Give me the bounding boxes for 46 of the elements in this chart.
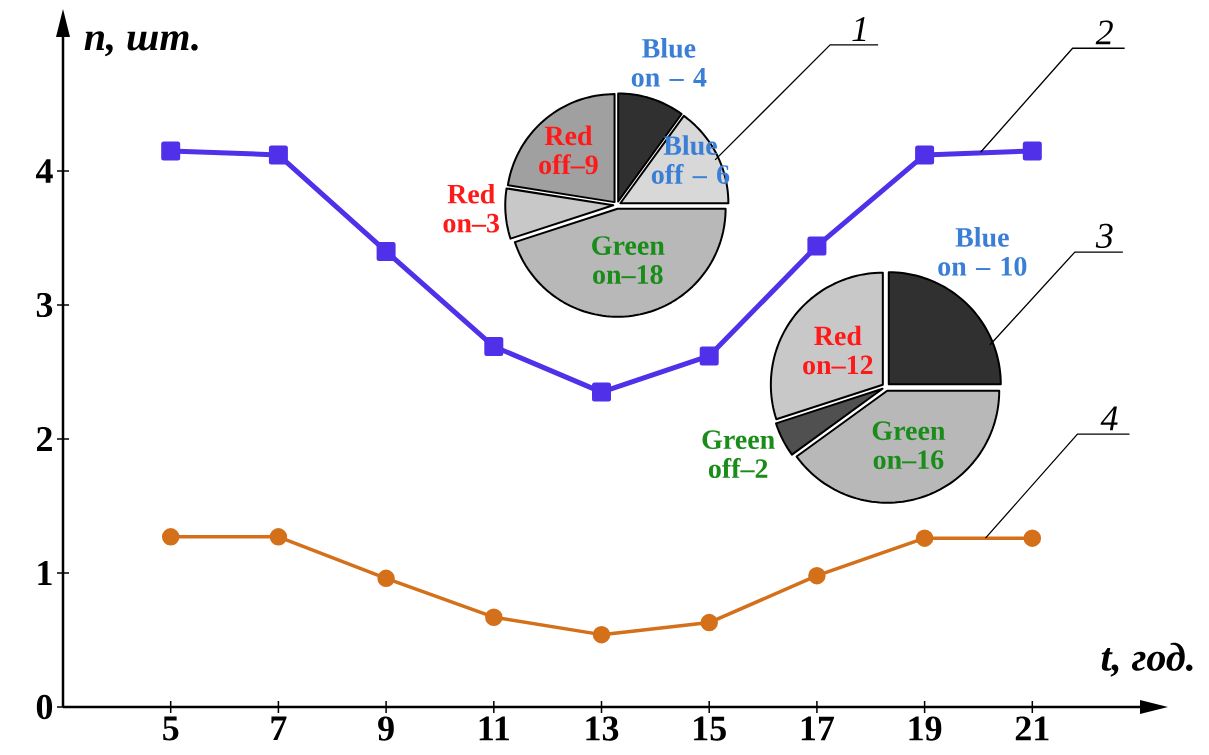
annotation: 3 bbox=[1095, 223, 1113, 249]
slice-label: Green on–18 bbox=[592, 236, 665, 284]
slice-label: Green on–16 bbox=[872, 421, 946, 470]
point bbox=[808, 566, 826, 585]
x-tick-label: 17 bbox=[801, 716, 835, 741]
point bbox=[807, 236, 827, 256]
y-axis-title: n, шт. bbox=[84, 31, 198, 57]
y-tick-label: 1 bbox=[38, 561, 52, 585]
x-tick-label: 15 bbox=[694, 716, 726, 741]
point bbox=[484, 337, 504, 357]
point bbox=[161, 528, 180, 546]
slice-label: Red off–9 bbox=[539, 125, 598, 175]
y-tick-label: 0 bbox=[36, 694, 53, 720]
y-tick-label: 4 bbox=[35, 159, 53, 183]
point bbox=[1022, 141, 1042, 161]
x-tick-label: 11 bbox=[479, 716, 509, 741]
point bbox=[592, 382, 612, 402]
point bbox=[269, 528, 288, 546]
slice-label: Blue on – 10 bbox=[938, 227, 1027, 276]
annotation: 4 bbox=[1100, 406, 1118, 431]
point bbox=[915, 145, 935, 165]
x-tick-label: 9 bbox=[378, 716, 394, 741]
x-axis-title: t, год. bbox=[1101, 642, 1193, 677]
point bbox=[376, 241, 396, 261]
x-tick-label: 7 bbox=[271, 716, 287, 741]
annotation: 1 bbox=[852, 17, 866, 41]
x-tick-label: 13 bbox=[586, 716, 619, 741]
slice-label: Blue on – 4 bbox=[631, 38, 707, 87]
point bbox=[268, 145, 288, 165]
point bbox=[377, 569, 395, 588]
point bbox=[915, 529, 934, 547]
y-tick-label: 3 bbox=[36, 292, 53, 318]
slice-label: Green off–2 bbox=[702, 430, 775, 479]
slice-label: Red on–3 bbox=[443, 183, 500, 233]
x-tick-label: 19 bbox=[909, 716, 942, 741]
x-tick-label: 5 bbox=[163, 716, 179, 741]
point bbox=[592, 625, 611, 644]
y-tick-label: 2 bbox=[36, 427, 52, 451]
point bbox=[161, 141, 181, 161]
annotation: 2 bbox=[1095, 20, 1113, 45]
x-tick-label: 21 bbox=[1015, 716, 1049, 741]
point bbox=[699, 346, 719, 366]
point bbox=[700, 613, 718, 632]
slice-label: Red on–12 bbox=[803, 325, 873, 375]
point bbox=[1023, 529, 1042, 547]
point bbox=[485, 608, 503, 626]
